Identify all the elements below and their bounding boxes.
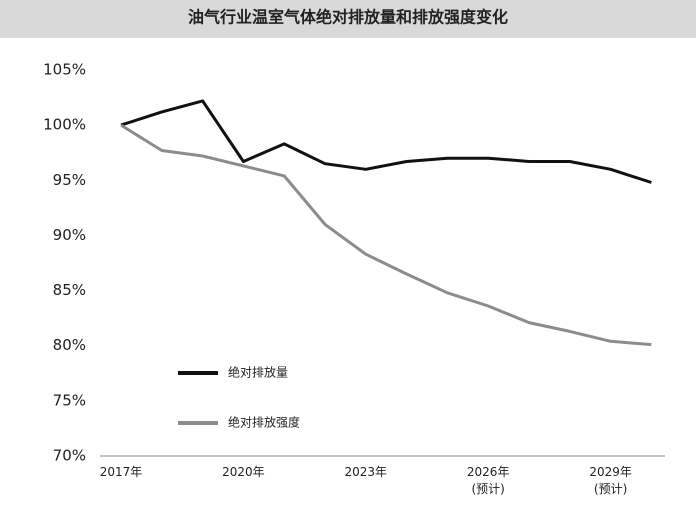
y-tick-label: 90%	[53, 226, 86, 244]
title-banner	[0, 0, 696, 38]
y-tick-label: 100%	[43, 116, 86, 134]
x-tick-label: 2020年	[222, 465, 265, 479]
y-tick-label: 105%	[43, 61, 86, 79]
y-tick-label: 95%	[53, 171, 86, 189]
series-line	[120, 123, 652, 347]
y-tick-label: 85%	[53, 281, 86, 299]
y-tick-label: 75%	[53, 391, 86, 409]
series-line	[120, 99, 652, 184]
x-tick-label: 2017年	[99, 465, 143, 479]
legend-label: 绝对排放强度	[228, 415, 300, 430]
chart-title: 油气行业温室气体绝对排放量和排放强度变化	[188, 8, 508, 27]
x-tick-label: 2026年 (预计)	[466, 465, 510, 496]
x-tick-label: 2023年	[344, 465, 388, 479]
legend-label: 绝对排放量	[228, 365, 288, 380]
y-tick-label: 80%	[53, 336, 86, 354]
x-tick-label: 2029年 (预计)	[589, 465, 632, 496]
y-tick-label: 70%	[53, 447, 86, 465]
